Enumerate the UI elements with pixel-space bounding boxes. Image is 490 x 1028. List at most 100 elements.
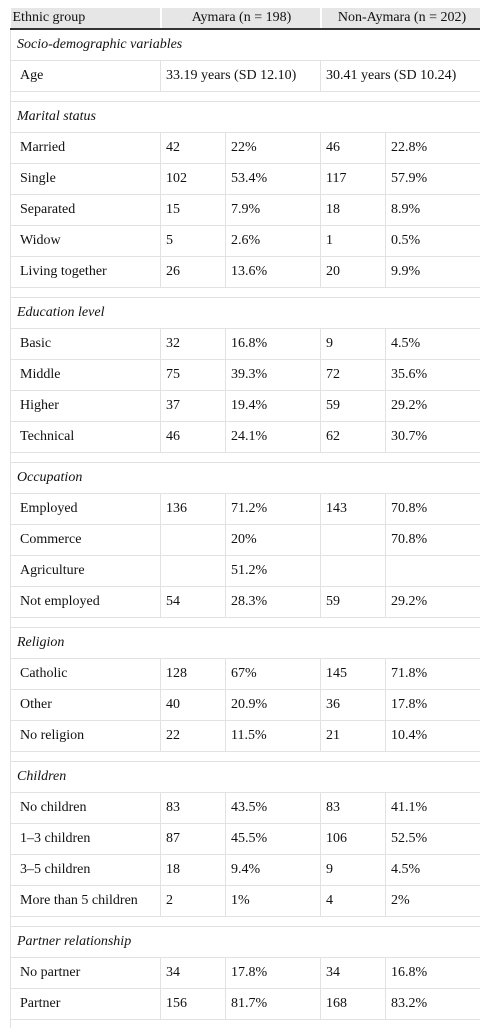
row-label: Other <box>10 689 161 721</box>
spacer-cell <box>10 751 480 762</box>
section-row: Education level <box>10 297 480 329</box>
value-cell: 11.5% <box>225 720 321 752</box>
value-cell: 143 <box>320 493 386 525</box>
value-cell: 21 <box>320 720 386 752</box>
value-cell: 128 <box>160 658 226 690</box>
row-label: Commerce <box>10 524 161 556</box>
value-cell: 24.1% <box>225 421 321 453</box>
spacer-row <box>10 751 480 762</box>
value-cell: 35.6% <box>384 359 480 391</box>
value-cell: 62 <box>320 421 386 453</box>
section-title: Occupation <box>10 462 480 494</box>
value-cell: 136 <box>160 493 226 525</box>
value-cell: 83.2% <box>384 988 480 1020</box>
row-label: Higher <box>10 390 161 422</box>
value-cell: 102 <box>160 163 226 195</box>
value-cell: 41.1% <box>384 792 480 824</box>
spacer-cell <box>10 452 480 463</box>
value-cell: 40 <box>160 689 226 721</box>
data-table: Ethnic group Aymara (n = 198) Non-Aymara (… <box>10 8 480 1028</box>
data-row: No partner 34 17.8% 34 16.8% <box>10 957 480 989</box>
value-cell: 43.5% <box>225 792 321 824</box>
row-label: Widow <box>10 225 161 257</box>
data-row: Technical 46 24.1% 62 30.7% <box>10 421 480 453</box>
spacer-cell <box>10 916 480 927</box>
value-cell: 106 <box>320 823 386 855</box>
row-label: No children <box>10 792 161 824</box>
value-cell: 54 <box>160 586 226 618</box>
value-cell: 18 <box>320 194 386 226</box>
value-cell: 22% <box>225 132 321 164</box>
header-cell: Ethnic group <box>10 8 161 30</box>
value-cell: 5 <box>160 225 226 257</box>
spacer-row <box>10 287 480 298</box>
row-label: No partner <box>10 957 161 989</box>
spacer-row <box>10 452 480 463</box>
value-cell: 81.7% <box>225 988 321 1020</box>
value-cell: 46 <box>160 421 226 453</box>
value-cell: 17.8% <box>384 689 480 721</box>
data-row: Employed 136 71.2% 143 70.8% <box>10 493 480 525</box>
spacer-row <box>10 91 480 102</box>
value-cell: 117 <box>320 163 386 195</box>
value-cell: 30.7% <box>384 421 480 453</box>
data-row: Commerce 20% 70.8% <box>10 524 480 556</box>
spacer-row <box>10 1019 480 1028</box>
row-label: Partner <box>10 988 161 1020</box>
value-cell: 37 <box>160 390 226 422</box>
value-cell: 20 <box>320 256 386 288</box>
data-row: Higher 37 19.4% 59 29.2% <box>10 390 480 422</box>
value-cell <box>320 555 386 587</box>
data-row: Catholic 128 67% 145 71.8% <box>10 658 480 690</box>
row-label: Employed <box>10 493 161 525</box>
value-cell: 2% <box>384 885 480 917</box>
spacer-cell <box>10 91 480 102</box>
value-cell: 71.2% <box>225 493 321 525</box>
data-row: Middle 75 39.3% 72 35.6% <box>10 359 480 391</box>
section-row: Partner relationship <box>10 926 480 958</box>
section-title: Marital status <box>10 101 480 133</box>
value-cell: 16.8% <box>225 328 321 360</box>
value-cell: 51.2% <box>225 555 321 587</box>
row-label: Not employed <box>10 586 161 618</box>
value-cell: 53.4% <box>225 163 321 195</box>
value-cell: 156 <box>160 988 226 1020</box>
row-label: Married <box>10 132 161 164</box>
value-cell: 16.8% <box>384 957 480 989</box>
value-cell: 70.8% <box>384 524 480 556</box>
spacer-row <box>10 617 480 628</box>
value-cell: 15 <box>160 194 226 226</box>
value-cell <box>384 555 480 587</box>
section-title: Religion <box>10 627 480 659</box>
value-cell: 9.9% <box>384 256 480 288</box>
section-title: Education level <box>10 297 480 329</box>
value-cell: 13.6% <box>225 256 321 288</box>
value-cell: 2.6% <box>225 225 321 257</box>
data-row: No children 83 43.5% 83 41.1% <box>10 792 480 824</box>
value-cell <box>160 524 226 556</box>
value-cell: 17.8% <box>225 957 321 989</box>
value-cell: 4.5% <box>384 328 480 360</box>
value-cell: 75 <box>160 359 226 391</box>
value-cell: 10.4% <box>384 720 480 752</box>
row-label: Agriculture <box>10 555 161 587</box>
value-cell: 39.3% <box>225 359 321 391</box>
data-row: Not employed 54 28.3% 59 29.2% <box>10 586 480 618</box>
value-cell: 22.8% <box>384 132 480 164</box>
value-cell: 29.2% <box>384 390 480 422</box>
table-container: Ethnic group Aymara (n = 198) Non-Aymara (… <box>10 8 480 1028</box>
value-cell: 7.9% <box>225 194 321 226</box>
header-cell: Aymara (n = 198) <box>159 8 321 30</box>
data-row: Age 33.19 years (SD 12.10) 30.41 years (SD… <box>10 60 480 92</box>
value-cell: 59 <box>320 390 386 422</box>
value-cell: 26 <box>160 256 226 288</box>
value-cell: 2 <box>160 885 226 917</box>
value-cell: 33.19 years (SD 12.10) <box>160 60 321 92</box>
value-cell: 72 <box>320 359 386 391</box>
value-cell: 18 <box>160 854 226 886</box>
value-cell: 52.5% <box>384 823 480 855</box>
value-cell: 57.9% <box>384 163 480 195</box>
data-row: Separated 15 7.9% 18 8.9% <box>10 194 480 226</box>
row-label: Living together <box>10 256 161 288</box>
row-label: Catholic <box>10 658 161 690</box>
